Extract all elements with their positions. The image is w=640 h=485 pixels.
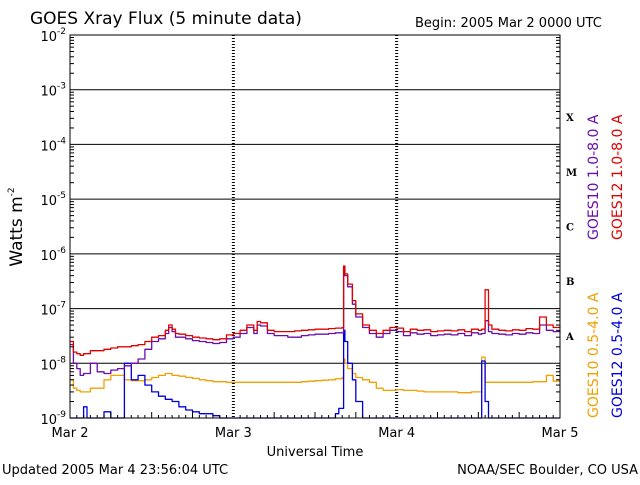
x-tick-label: Mar 4 (378, 426, 415, 441)
y-tick-label: 10-8 (40, 355, 66, 373)
legend-entry: GOES10 1.0-8.0 A (586, 114, 602, 240)
legend-entry: GOES12 0.5-4.0 A (610, 292, 626, 418)
y-tick-label: 10-7 (40, 301, 66, 319)
legend-entry: GOES10 0.5-4.0 A (586, 292, 602, 418)
legend-entry: GOES12 1.0-8.0 A (610, 114, 626, 240)
y-tick-label: 10-6 (40, 246, 66, 264)
x-tick-label: Mar 2 (52, 426, 89, 441)
x-axis-ticks: Mar 2 Mar 3 Mar 4 Mar 5 (52, 412, 579, 441)
y-axis-label-exponent: -2 (7, 187, 17, 196)
flare-class-label: A (565, 332, 574, 343)
chart-title: GOES Xray Flux (5 minute data) (30, 9, 302, 29)
updated-timestamp: Updated 2005 Mar 4 23:56:04 UTC (2, 463, 228, 478)
y-tick-label: 10-5 (40, 191, 66, 209)
flare-class-label: X (566, 113, 574, 124)
y-axis-ticks: 10-2 10-3 10-4 10-5 10-6 10-7 10-8 10-9 (40, 27, 560, 428)
series-line (70, 267, 561, 377)
grid-lines (70, 89, 560, 364)
y-tick-label: 10-4 (40, 136, 66, 154)
flare-class-label: M (566, 168, 577, 179)
source-credit: NOAA/SEC Boulder, CO USA (457, 463, 638, 478)
flare-class-labels: X M C B A (565, 113, 577, 343)
y-axis-title: Watts m-2 (7, 187, 27, 266)
flare-class-label: C (566, 223, 574, 234)
y-tick-label: 10-3 (40, 82, 66, 100)
x-tick-label: Mar 5 (542, 426, 579, 441)
y-tick-label: 10-9 (40, 410, 66, 428)
y-axis-label: Watts m (7, 196, 27, 266)
y-tick-label: 10-2 (40, 27, 66, 45)
begin-label: Begin: 2005 Mar 2 0000 UTC (415, 16, 602, 31)
flare-class-label: B (566, 277, 574, 288)
legend: GOES10 1.0-8.0 A GOES12 1.0-8.0 A GOES10 0… (586, 114, 626, 418)
x-tick-label: Mar 3 (215, 426, 252, 441)
series-line (70, 265, 561, 356)
day-divider-dashes (231, 35, 399, 418)
x-axis-label: Universal Time (267, 445, 364, 460)
svg-text:Watts m-2: Watts m-2 (7, 187, 27, 266)
